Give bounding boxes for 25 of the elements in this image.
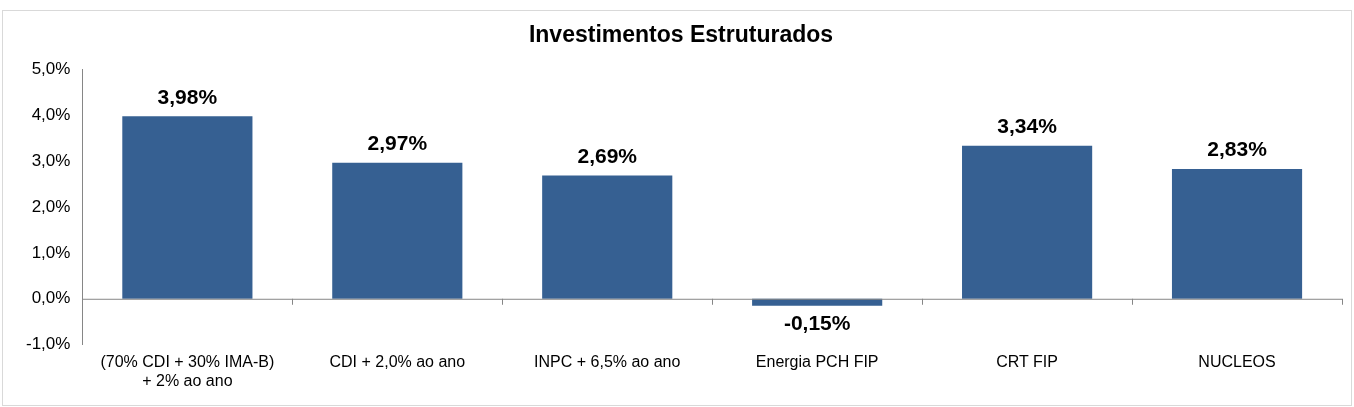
x-tick-label: NUCLEOS: [1198, 352, 1276, 370]
y-tick-label: 0,0%: [31, 288, 71, 308]
y-tick-label: 3,0%: [31, 150, 71, 170]
bar: [122, 116, 253, 299]
bar: [542, 175, 673, 299]
data-label: 2,97%: [367, 130, 428, 154]
y-tick-label: 5,0%: [31, 59, 71, 79]
data-label: 2,69%: [577, 143, 638, 167]
x-tick-label: INPC + 6,5% ao ano: [534, 352, 681, 370]
bar: [1171, 169, 1303, 299]
x-tick-label: (70% CDI + 30% IMA-B) + 2% ao ano: [100, 352, 275, 389]
data-label: 2,83%: [1207, 137, 1268, 161]
data-label: 3,34%: [997, 113, 1058, 137]
x-tick-label: CDI + 2,0% ao ano: [329, 352, 466, 370]
data-label: -0,15%: [783, 310, 851, 334]
bar: [332, 162, 463, 299]
x-tick-label: Energia PCH FIP: [755, 352, 879, 370]
y-tick-label: -1,0%: [25, 334, 71, 354]
chart-title: Investimentos Estruturados: [528, 21, 834, 48]
x-tick-label: CRT FIP: [996, 352, 1058, 370]
y-tick-label: 1,0%: [31, 242, 71, 262]
y-tick-label: 4,0%: [31, 105, 71, 125]
y-tick-label: 2,0%: [31, 196, 71, 216]
bar: [962, 145, 1093, 299]
data-label: 3,98%: [157, 84, 218, 108]
